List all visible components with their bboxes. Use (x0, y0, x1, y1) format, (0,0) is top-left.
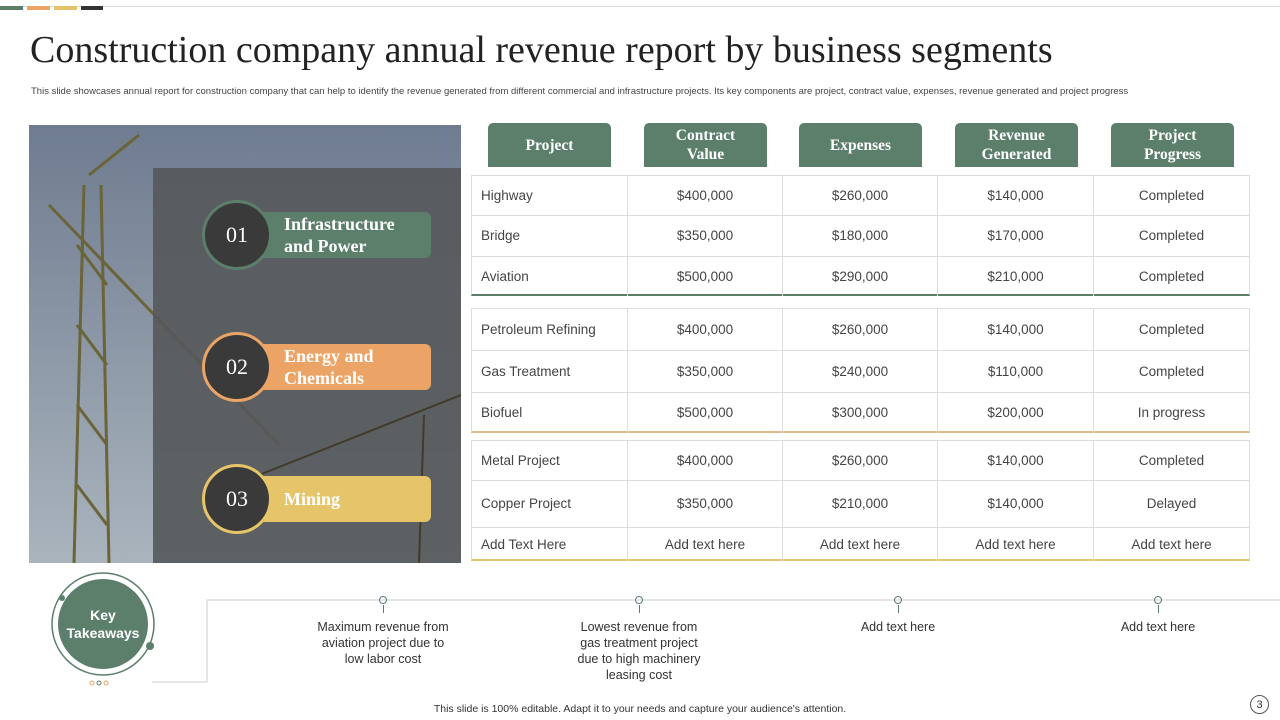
takeaway-text: Add text here (860, 620, 936, 634)
deco (81, 6, 103, 10)
table-cell: $500,000 (628, 256, 783, 296)
takeaway-text: Lowest revenue from gas treatment projec… (577, 620, 701, 682)
segment-label: Energy and Chemicals (284, 346, 374, 388)
table-cell: $260,000 (783, 308, 938, 350)
table-cell: $400,000 (628, 308, 783, 350)
segment-label-box (250, 344, 431, 390)
footer: This slide is 100% editable. Adapt it to… (433, 703, 847, 715)
segment-label: Infrastructure and Power (284, 214, 395, 256)
table-cell: Aviation (471, 256, 628, 296)
takeaways-title: Key Takeaways (66, 607, 140, 641)
table-cell: Add text here (1131, 536, 1212, 552)
row-rule (471, 527, 1250, 528)
segment-number: 03 (202, 464, 272, 534)
table-cell: $260,000 (783, 440, 938, 480)
table-cell: Completed (1138, 187, 1205, 203)
table-cell: Add text here (938, 527, 1094, 561)
pin-stem (1158, 605, 1159, 613)
row-rule (471, 480, 1250, 481)
table-cell: Petroleum Refining (471, 308, 628, 350)
deco (27, 6, 50, 10)
table-cell: Completed (1138, 321, 1205, 337)
table-cell: $350,000 (628, 215, 783, 256)
table-cell: Highway (471, 175, 628, 215)
table-cell: $140,000 (938, 440, 1094, 480)
table-cell: $140,000 (938, 175, 1094, 215)
table-cell: $170,000 (938, 215, 1094, 256)
table-cell: Completed (1138, 268, 1205, 284)
table-cell: $180,000 (783, 215, 938, 256)
subtitle: This slide showcases annual report for c… (31, 86, 1129, 97)
row-rule (471, 215, 1250, 216)
table-cell: $140,000 (938, 480, 1094, 527)
segment-number: 01 (202, 200, 272, 270)
segment-label-box (250, 212, 431, 258)
column-header: Project (488, 123, 611, 167)
deco (0, 6, 23, 10)
segment-label-box (250, 476, 431, 522)
column-header: Expenses (799, 123, 922, 167)
table-cell: $400,000 (628, 175, 783, 215)
table-cell: $350,000 (628, 350, 783, 392)
table-cell: Bridge (471, 215, 628, 256)
pin-stem (383, 605, 384, 613)
table-cell: Completed (1138, 452, 1205, 468)
segment-number: 02 (202, 332, 272, 402)
pin (1154, 596, 1162, 604)
table-cell: Metal Project (471, 440, 628, 480)
column-header: Project Progress (1111, 123, 1234, 167)
table-cell: Add Text Here (471, 527, 628, 561)
table-cell: In progress (1137, 405, 1206, 420)
pin-stem (639, 605, 640, 613)
takeaway-graphics (51, 572, 1280, 686)
table-cell: $300,000 (783, 392, 938, 433)
pin-stem (898, 605, 899, 613)
column-header: Revenue Generated (955, 123, 1078, 167)
table-cell: $140,000 (938, 308, 1094, 350)
table-cell: $210,000 (938, 256, 1094, 296)
column-header: Contract Value (644, 123, 767, 167)
table-cell: Gas Treatment (471, 350, 628, 392)
table-group (471, 175, 1250, 296)
table-cell: $260,000 (783, 175, 938, 215)
row-rule (471, 350, 1250, 351)
pin (379, 596, 387, 604)
table-cell: $200,000 (938, 392, 1094, 433)
takeaway-text: Maximum revenue from aviation project du… (317, 620, 449, 666)
deco (54, 6, 77, 10)
row-rule (471, 256, 1250, 257)
pin (635, 596, 643, 604)
segment-label: Mining (284, 489, 341, 509)
table-cell: Delayed (1146, 496, 1197, 511)
table-cell: $400,000 (628, 440, 783, 480)
table-cell: $110,000 (938, 350, 1094, 392)
top-rule (0, 6, 1280, 7)
table-group (471, 308, 1250, 433)
table-cell: $500,000 (628, 392, 783, 433)
table-cell: $350,000 (628, 480, 783, 527)
table-cell: $210,000 (783, 480, 938, 527)
page-number: 3 (1250, 695, 1269, 714)
row-rule (471, 392, 1250, 393)
table-cell: Copper Project (471, 480, 628, 527)
table-cell: Biofuel (471, 392, 628, 433)
table-cell: $290,000 (783, 256, 938, 296)
table-cell: Completed (1138, 228, 1205, 243)
title: Construction company annual revenue repo… (30, 29, 1053, 71)
table-cell: Add text here (783, 527, 938, 561)
table-cell: Add text here (628, 527, 783, 561)
takeaway-text: Add text here (1120, 620, 1196, 634)
table-cell: Completed (1138, 363, 1205, 379)
pin (894, 596, 902, 604)
table-cell: $240,000 (783, 350, 938, 392)
table-group (471, 440, 1250, 561)
